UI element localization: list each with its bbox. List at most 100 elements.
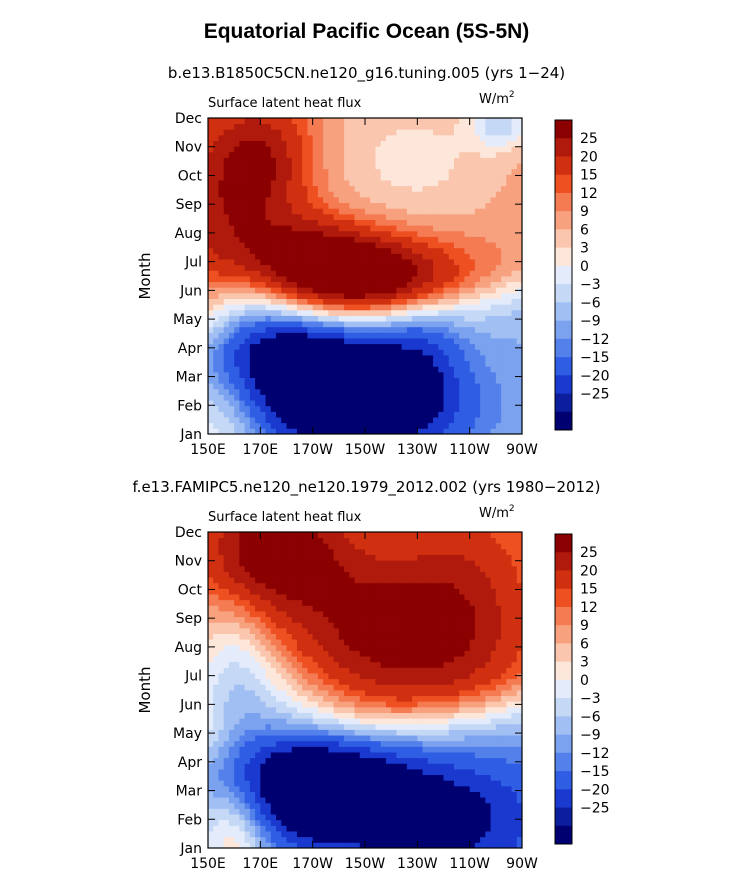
heatmap-cell [370,752,376,759]
heatmap-cell [234,140,240,147]
heatmap-cell [375,315,382,322]
heatmap-cell [433,797,439,804]
heatmap-cell [380,371,387,378]
heatmap-cell [406,151,413,158]
heatmap-cell [291,332,298,339]
heatmap-cell [349,422,355,429]
heatmap-cell [296,769,303,776]
heatmap-cell [401,281,408,288]
heatmap-cell [490,819,497,826]
heatmap-cell [317,253,324,260]
heatmap-cell [469,825,476,832]
heatmap-cell [354,202,361,209]
heatmap-cell [255,349,261,356]
heatmap-cell [296,371,303,378]
heatmap-cell [228,723,235,730]
heatmap-cell [344,394,350,401]
heatmap-cell [349,208,355,215]
heatmap-cell [239,422,246,429]
heatmap-cell [438,174,444,181]
heatmap-cell [260,774,266,781]
heatmap-cell [448,400,455,407]
heatmap-cell [438,281,444,288]
heatmap-cell [375,366,382,373]
heatmap-cell [223,202,230,209]
heatmap-cell [464,180,471,187]
heatmap-cell [260,842,266,848]
heatmap-cell [385,422,392,429]
heatmap-cell [490,371,497,378]
heatmap-cell [234,405,240,412]
heatmap-cell [270,383,277,390]
heatmap-cell [412,355,418,362]
heatmap-cell [391,219,397,226]
heatmap-cell [349,343,355,350]
heatmap-cell [349,405,355,412]
heatmap-cell [490,405,497,412]
heatmap-cell [317,281,324,288]
heatmap-cell [501,718,507,725]
heatmap-cell [276,157,282,164]
heatmap-cell [317,151,324,158]
heatmap-cell [453,247,460,254]
heatmap-cell [276,802,282,809]
heatmap-cell [286,735,293,742]
heatmap-cell [485,287,491,294]
heatmap-cell [255,174,261,181]
heatmap-cell [401,304,408,311]
heatmap-cell [380,757,387,764]
heatmap-cell [218,814,225,821]
heatmap-cell [291,825,298,832]
heatmap-cell [370,349,376,356]
heatmap-cell [427,253,434,260]
heatmap-cell [495,197,502,204]
heatmap-cell [228,819,235,826]
heatmap-cell [296,819,303,826]
heatmap-cell [474,819,481,826]
heatmap-cell [312,134,319,141]
heatmap-cell [506,191,512,198]
heatmap-cell [490,332,497,339]
heatmap-cell [401,326,408,333]
heatmap-cell [422,769,429,776]
heatmap-cell [516,191,522,198]
heatmap-cell [385,740,392,747]
heatmap-cell [485,785,491,792]
heatmap-cell [255,383,261,390]
heatmap-cell [464,326,471,333]
heatmap-cell [218,134,225,141]
heatmap-cell [448,332,455,339]
heatmap-cell [375,422,382,429]
heatmap-cell [485,247,491,254]
heatmap-cell [333,270,340,277]
heatmap-cell [443,123,450,130]
heatmap-cell [438,185,444,192]
heatmap-cell [234,740,240,747]
heatmap-cell [417,740,423,747]
heatmap-cell [443,785,450,792]
heatmap-cell [385,225,392,232]
heatmap-cell [291,428,298,434]
heatmap-cell [234,735,240,742]
heatmap-cell [385,712,392,719]
heatmap-cell [208,774,214,781]
heatmap-cell [213,146,219,153]
heatmap-cell [433,332,439,339]
heatmap-cell [338,718,345,725]
heatmap-cell [291,191,298,198]
heatmap-cell [239,146,246,153]
heatmap-cell [328,718,334,725]
heatmap-cell [317,264,324,271]
heatmap-cell [328,225,334,232]
heatmap-cell [208,814,214,821]
heatmap-cell [312,230,319,237]
heatmap-cell [239,836,246,843]
heatmap-cell [511,304,518,311]
heatmap-cell [422,168,429,175]
heatmap-cell [218,118,225,125]
heatmap-cell [218,394,225,401]
heatmap-cell [448,757,455,764]
heatmap-cell [370,377,376,384]
heatmap-cell [464,394,471,401]
heatmap-cell [464,757,471,764]
